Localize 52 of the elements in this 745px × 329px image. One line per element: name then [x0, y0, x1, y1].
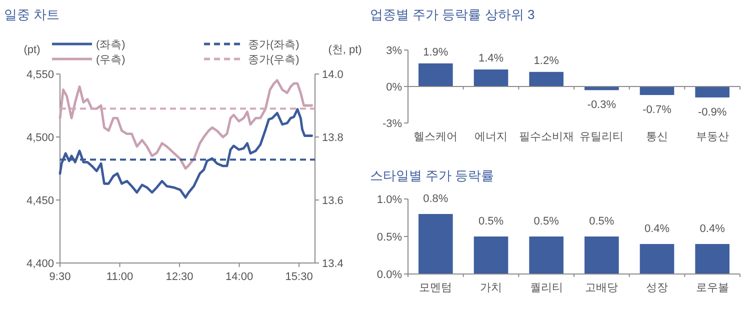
category-label: 성장	[646, 282, 668, 294]
tick-label: 14.0	[322, 69, 344, 81]
tick-label: 14:00	[226, 271, 254, 283]
tick-label: 3%	[386, 45, 402, 57]
tick-label: 0%	[386, 82, 402, 94]
data-label: -0.7%	[642, 104, 672, 116]
category-label: 필수소비재	[518, 131, 574, 143]
data-label: 0.5%	[478, 216, 504, 228]
category-label: 부동산	[696, 131, 729, 143]
tick-label: 11:00	[106, 271, 134, 283]
tick-label: 12:30	[166, 271, 194, 283]
tick-label: 0.5%	[376, 232, 402, 244]
category-label: 헬스케어	[414, 131, 458, 143]
category-label: 모멘텀	[419, 282, 452, 294]
category-label: 에너지	[474, 131, 508, 143]
ylabel: (pt)	[24, 44, 40, 56]
data-label: -0.3%	[587, 99, 616, 112]
tick-label: 13.4	[322, 258, 344, 270]
category-label: 가치	[480, 282, 502, 294]
category-label: 고배당	[585, 282, 618, 294]
tick-label: 13.6	[322, 195, 344, 207]
data-label: 0.4%	[700, 223, 725, 235]
data-label: 0.8%	[423, 193, 448, 205]
data-label: 0.5%	[589, 216, 614, 228]
tick-label: 4,450	[26, 195, 54, 207]
legend-label: (좌측)	[96, 39, 126, 51]
tick-label: 4,500	[26, 132, 54, 144]
data-label: 0.4%	[644, 223, 670, 235]
y2label: (천, pt)	[328, 44, 362, 56]
tick-label: 1.0%	[376, 194, 402, 206]
tick-label: 9:30	[49, 271, 71, 283]
legend-label: (우측)	[96, 54, 126, 66]
title: 업종별 주가 등락률 상하위 3	[370, 7, 535, 22]
tick-label: 4,400	[26, 258, 54, 270]
data-label: -0.9%	[698, 106, 727, 118]
tick-label: -3%	[382, 118, 402, 130]
category-label: 유틸리티	[580, 131, 624, 143]
data-label: 1.9%	[423, 46, 448, 58]
data-label: 0.5%	[534, 216, 559, 228]
category-label: 퀄리티	[530, 282, 563, 294]
data-label: 1.2%	[534, 54, 559, 67]
category-label: 통신	[646, 131, 668, 143]
category-label: 로우볼	[696, 282, 729, 294]
title: 스타일별 주가 등락률	[370, 168, 494, 183]
tick-label: 4,550	[26, 69, 54, 81]
legend-label: 종가(좌측)	[248, 39, 300, 51]
tick-label: 15:30	[285, 271, 313, 283]
tick-label: 13.8	[322, 132, 344, 144]
legend-label: 종가(우측)	[248, 54, 300, 66]
data-label: 1.4%	[478, 52, 504, 64]
tick-label: 0.0%	[376, 269, 402, 281]
title: 일중 차트	[4, 7, 60, 22]
